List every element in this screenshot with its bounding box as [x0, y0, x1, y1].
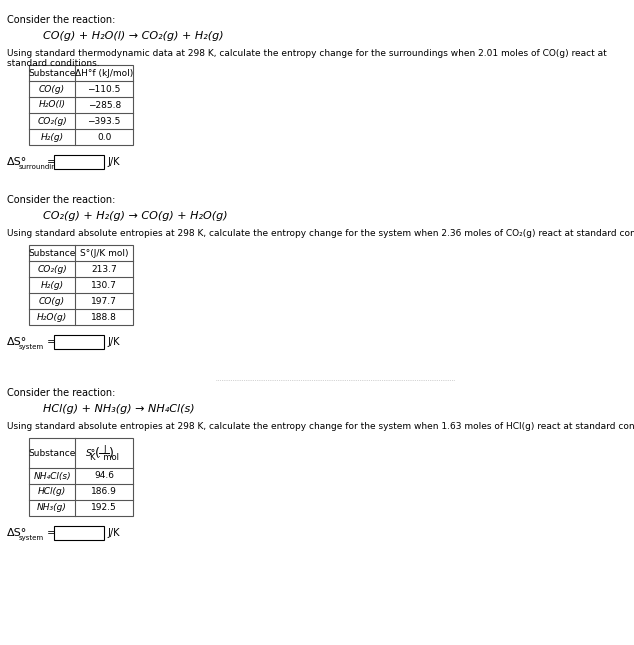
Text: CO₂(g): CO₂(g)	[37, 264, 67, 273]
Text: H₂O(l): H₂O(l)	[39, 101, 65, 110]
Text: CO(g): CO(g)	[39, 297, 65, 306]
Text: H₂(g): H₂(g)	[41, 132, 63, 141]
Text: J/K: J/K	[108, 337, 120, 347]
Text: =: =	[47, 337, 56, 347]
Text: −285.8: −285.8	[87, 101, 121, 110]
Text: ΔS°: ΔS°	[7, 528, 27, 538]
Text: NH₃(g): NH₃(g)	[37, 504, 67, 513]
Text: K · mol: K · mol	[89, 453, 119, 462]
Text: CO₂(g) + H₂(g) → CO(g) + H₂O(g): CO₂(g) + H₂(g) → CO(g) + H₂O(g)	[43, 211, 228, 221]
Bar	[54, 335, 104, 349]
Text: −110.5: −110.5	[87, 84, 121, 94]
Text: 130.7: 130.7	[91, 281, 117, 290]
Text: H₂(g): H₂(g)	[41, 281, 63, 290]
Text: −393.5: −393.5	[87, 117, 121, 126]
Bar	[54, 155, 104, 169]
Text: (: (	[95, 446, 100, 459]
Text: Substance: Substance	[29, 248, 76, 257]
Text: ): )	[109, 446, 113, 459]
Text: surroundings: surroundings	[18, 164, 65, 170]
Text: 197.7: 197.7	[91, 297, 117, 306]
Text: HCl(g): HCl(g)	[38, 488, 66, 497]
Text: CO(g) + H₂O(l) → CO₂(g) + H₂(g): CO(g) + H₂O(l) → CO₂(g) + H₂(g)	[43, 31, 224, 41]
Text: J: J	[103, 444, 105, 453]
Text: 188.8: 188.8	[91, 312, 117, 321]
Text: J/K: J/K	[108, 157, 120, 167]
Text: ΔH°f (kJ/mol): ΔH°f (kJ/mol)	[75, 68, 133, 77]
Text: Consider the reaction:: Consider the reaction:	[7, 15, 115, 25]
Text: Consider the reaction:: Consider the reaction:	[7, 388, 115, 398]
Text: H₂O(g): H₂O(g)	[37, 312, 67, 321]
Text: ΔS°: ΔS°	[7, 337, 27, 347]
Text: J/K: J/K	[108, 528, 120, 538]
Text: CO(g): CO(g)	[39, 84, 65, 94]
Text: Consider the reaction:: Consider the reaction:	[7, 195, 115, 205]
Text: S°(J/K mol): S°(J/K mol)	[80, 248, 129, 257]
Text: system: system	[18, 344, 44, 350]
Text: Using standard thermodynamic data at 298 K, calculate the entropy change for the: Using standard thermodynamic data at 298…	[7, 49, 607, 68]
Text: Substance: Substance	[29, 68, 76, 77]
Bar	[54, 526, 104, 540]
Text: Using standard absolute entropies at 298 K, calculate the entropy change for the: Using standard absolute entropies at 298…	[7, 229, 634, 238]
Text: 0.0: 0.0	[97, 132, 112, 141]
Text: 213.7: 213.7	[91, 264, 117, 273]
Bar	[29, 438, 133, 516]
Text: Using standard absolute entropies at 298 K, calculate the entropy change for the: Using standard absolute entropies at 298…	[7, 422, 634, 431]
Text: 94.6: 94.6	[94, 471, 114, 481]
Text: Substance: Substance	[29, 448, 76, 457]
Text: HCl(g) + NH₃(g) → NH₄Cl(s): HCl(g) + NH₃(g) → NH₄Cl(s)	[43, 404, 195, 414]
Text: =: =	[47, 528, 56, 538]
Text: system: system	[18, 535, 44, 541]
Text: CO₂(g): CO₂(g)	[37, 117, 67, 126]
Text: =: =	[47, 157, 56, 167]
Text: 186.9: 186.9	[91, 488, 117, 497]
Bar	[29, 245, 133, 325]
Text: 192.5: 192.5	[91, 504, 117, 513]
Text: S°: S°	[86, 448, 96, 457]
Text: NH₄Cl(s): NH₄Cl(s)	[33, 471, 71, 481]
Bar	[29, 65, 133, 145]
Text: ΔS°: ΔS°	[7, 157, 27, 167]
